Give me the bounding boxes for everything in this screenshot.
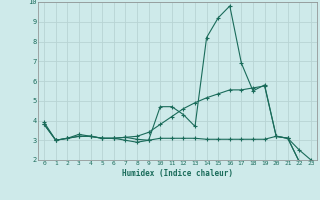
X-axis label: Humidex (Indice chaleur): Humidex (Indice chaleur) <box>122 169 233 178</box>
